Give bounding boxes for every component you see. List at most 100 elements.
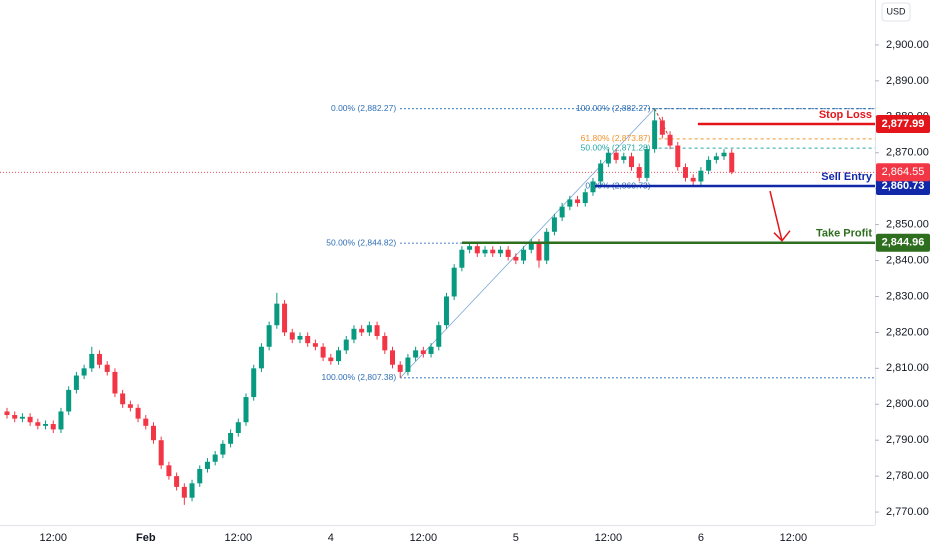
candle-body xyxy=(390,350,395,365)
candle-body xyxy=(12,415,18,419)
last-price-label: 2,864.55 xyxy=(882,166,925,178)
candle-body xyxy=(212,454,218,462)
candle-body xyxy=(482,249,488,254)
candle-body xyxy=(328,357,334,362)
level-name: Stop Loss xyxy=(819,109,872,121)
candle-body xyxy=(405,357,411,372)
candle-body xyxy=(282,303,288,333)
candle-body xyxy=(413,350,419,358)
candle-body xyxy=(536,242,542,261)
candle-body xyxy=(251,368,257,398)
price-box-label: 2,860.73 xyxy=(882,180,925,192)
x-tick-label: 6 xyxy=(698,532,704,544)
candle-body xyxy=(366,325,372,333)
candle-body xyxy=(50,424,56,430)
candle-body xyxy=(675,145,681,168)
candle-body xyxy=(467,246,473,250)
candle-body xyxy=(243,397,249,423)
candle-body xyxy=(690,177,696,182)
candle-body xyxy=(729,152,735,173)
candle-body xyxy=(19,416,25,419)
candle-body xyxy=(713,156,719,160)
y-tick-label: 2,890.00 xyxy=(886,75,929,87)
candle-body xyxy=(127,404,133,408)
x-tick-label: 12:00 xyxy=(595,532,623,544)
fib-small-label: 61.80% (2,873.87) xyxy=(581,133,651,143)
x-tick-label: 12:00 xyxy=(39,532,67,544)
level-name: Sell Entry xyxy=(821,171,873,183)
candle-body xyxy=(521,249,527,261)
candle-body xyxy=(112,371,118,394)
candle-body xyxy=(382,335,388,351)
candle-body xyxy=(590,181,596,193)
candle-body xyxy=(636,167,642,178)
candle-body xyxy=(474,246,480,254)
y-tick-label: 2,770.00 xyxy=(886,506,929,518)
fib-small-label: 100.00% (2,882.27) xyxy=(576,103,651,113)
fib-label: 0.00% (2,882.27) xyxy=(331,103,396,113)
candle-body xyxy=(598,163,604,182)
candle-body xyxy=(197,468,203,484)
candle-body xyxy=(289,332,295,340)
candle-body xyxy=(166,465,172,477)
candle-body xyxy=(274,303,280,326)
candle-body xyxy=(544,231,550,261)
candle-body xyxy=(575,199,581,204)
y-tick-label: 2,790.00 xyxy=(886,434,929,446)
candle-body xyxy=(66,389,72,412)
candle-body xyxy=(451,267,457,297)
candle-body xyxy=(158,440,164,466)
price-box-label: 2,877.99 xyxy=(882,118,925,130)
x-tick-label: 12:00 xyxy=(780,532,808,544)
candle-body xyxy=(359,328,365,333)
y-tick-label: 2,800.00 xyxy=(886,398,929,410)
candle-body xyxy=(490,249,496,254)
candle-body xyxy=(320,346,326,358)
candle-body xyxy=(505,249,511,257)
x-tick-label: 12:00 xyxy=(225,532,253,544)
candle-body xyxy=(351,328,357,340)
candle-body xyxy=(397,364,403,372)
candle-body xyxy=(27,416,33,423)
candle-body xyxy=(559,206,565,218)
x-tick-label: 5 xyxy=(513,532,519,544)
candle-body xyxy=(621,156,627,160)
candle-body xyxy=(667,134,673,146)
y-tick-label: 2,820.00 xyxy=(886,326,929,338)
candle-body xyxy=(551,217,557,232)
candle-body xyxy=(297,335,303,340)
candle-body xyxy=(605,152,611,164)
fib-label: 50.00% (2,844.82) xyxy=(326,237,396,247)
candle-body xyxy=(582,192,588,204)
candle-body xyxy=(204,461,210,469)
x-tick-label: 12:00 xyxy=(410,532,438,544)
candle-body xyxy=(428,346,434,354)
arrow-shaft xyxy=(769,190,783,241)
candle-body xyxy=(698,170,704,182)
y-tick-label: 2,810.00 xyxy=(886,362,929,374)
last-price-box xyxy=(876,163,930,182)
candle-body xyxy=(235,422,241,434)
candle-body xyxy=(659,120,665,135)
candle-body xyxy=(443,296,449,326)
x-tick-label: Feb xyxy=(136,532,156,544)
candle-body xyxy=(613,152,619,160)
candle-body xyxy=(721,152,727,157)
candle-body xyxy=(258,346,264,369)
candle-body xyxy=(104,364,110,372)
currency: USD xyxy=(886,6,906,16)
candle-body xyxy=(189,483,195,498)
candle-body xyxy=(81,368,87,376)
candle-body xyxy=(43,424,49,426)
candle-body xyxy=(89,353,95,369)
candle-body xyxy=(629,156,635,168)
candle-body xyxy=(35,422,41,426)
candle-body xyxy=(336,350,342,362)
arrow-head xyxy=(773,230,791,242)
candle-body xyxy=(228,433,234,444)
candle-body xyxy=(436,325,442,347)
candle-body xyxy=(513,256,519,261)
fib-label: 100.00% (2,807.38) xyxy=(322,372,397,382)
